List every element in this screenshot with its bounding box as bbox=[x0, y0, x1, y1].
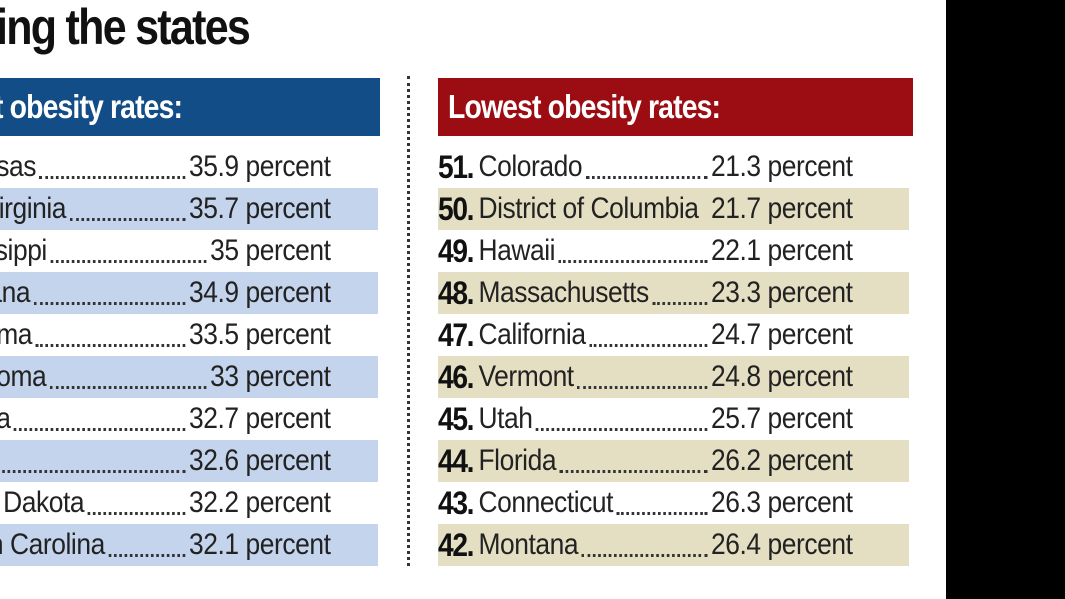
list-item: th Carolina 32.1 percent bbox=[0, 524, 378, 566]
rank-number: 44. bbox=[438, 442, 475, 479]
state-name: Colorado bbox=[478, 150, 583, 183]
state-name: ssippi bbox=[0, 234, 47, 267]
rank-number: 47. bbox=[438, 316, 475, 353]
state-name: th Carolina bbox=[0, 528, 105, 561]
list-item: 47. California 24.7 percent bbox=[438, 314, 909, 356]
obesity-rate: 32.6 percent bbox=[188, 444, 331, 477]
page-title: ing the states bbox=[0, 0, 251, 55]
lowest-rates-list: 51. Colorado 21.3 percent 50. District o… bbox=[438, 146, 909, 566]
leader-dots bbox=[87, 511, 186, 515]
obesity-rate: 35 percent bbox=[210, 234, 331, 267]
rank-number: 48. bbox=[438, 274, 475, 311]
rank-number: 46. bbox=[438, 358, 475, 395]
list-item: h Dakota 32.2 percent bbox=[0, 482, 378, 524]
state-name: Montana bbox=[478, 528, 579, 561]
leader-dots bbox=[14, 427, 186, 431]
state-name: Utah bbox=[478, 402, 533, 435]
leader-dots bbox=[559, 469, 708, 473]
rank-number: 42. bbox=[438, 526, 475, 563]
leader-dots bbox=[558, 259, 708, 263]
state-name: Virginia bbox=[0, 192, 67, 225]
list-item: na 32.7 percent bbox=[0, 398, 378, 440]
leader-dots bbox=[69, 217, 186, 221]
state-name: Hawaii bbox=[478, 234, 556, 267]
obesity-rate: 33.5 percent bbox=[188, 318, 331, 351]
rank-number: 45. bbox=[438, 400, 475, 437]
leader-dots bbox=[577, 385, 708, 389]
obesity-rate: 35.7 percent bbox=[188, 192, 331, 225]
list-item: 44. Florida 26.2 percent bbox=[438, 440, 909, 482]
state-name: iana bbox=[0, 276, 31, 309]
obesity-rate: 22.1 percent bbox=[710, 234, 853, 267]
leader-dots bbox=[33, 301, 186, 305]
state-name: Massachusetts bbox=[478, 276, 649, 309]
state-name: ama bbox=[0, 318, 33, 351]
rank-number: 51. bbox=[438, 148, 475, 185]
highest-rates-list: nsas 35.9 percent Virginia 35.7 percent … bbox=[0, 146, 378, 566]
rank-number: 49. bbox=[438, 232, 475, 269]
rank-number: 50. bbox=[438, 190, 475, 227]
obesity-rate: 23.3 percent bbox=[710, 276, 853, 309]
obesity-rate: 26.3 percent bbox=[710, 486, 853, 519]
leader-dots bbox=[702, 218, 707, 221]
list-item: 32.6 percent bbox=[0, 440, 378, 482]
obesity-rate: 26.2 percent bbox=[710, 444, 853, 477]
list-item: 49. Hawaii 22.1 percent bbox=[438, 230, 909, 272]
leader-dots bbox=[616, 511, 708, 515]
obesity-rate: 34.9 percent bbox=[188, 276, 331, 309]
leader-dots bbox=[50, 259, 207, 263]
state-name: homa bbox=[0, 360, 47, 393]
leader-dots bbox=[108, 553, 186, 557]
state-name: h Dakota bbox=[0, 486, 85, 519]
highest-rates-heading: t obesity rates: bbox=[0, 88, 183, 125]
obesity-rate: 24.8 percent bbox=[710, 360, 853, 393]
lowest-rates-heading: Lowest obesity rates: bbox=[448, 88, 721, 125]
obesity-rate: 25.7 percent bbox=[710, 402, 853, 435]
obesity-rate: 32.1 percent bbox=[188, 528, 331, 561]
state-name: Florida bbox=[478, 444, 557, 477]
list-item: 51. Colorado 21.3 percent bbox=[438, 146, 909, 188]
list-item: 46. Vermont 24.8 percent bbox=[438, 356, 909, 398]
leader-dots bbox=[49, 385, 207, 389]
list-item: nsas 35.9 percent bbox=[0, 146, 378, 188]
obesity-rate: 32.7 percent bbox=[188, 402, 331, 435]
state-name: Vermont bbox=[478, 360, 574, 393]
leader-dots bbox=[652, 301, 708, 305]
list-item: 45. Utah 25.7 percent bbox=[438, 398, 909, 440]
list-item: homa 33 percent bbox=[0, 356, 378, 398]
obesity-rate: 32.2 percent bbox=[188, 486, 331, 519]
leader-dots bbox=[585, 175, 708, 179]
list-item: Virginia 35.7 percent bbox=[0, 188, 378, 230]
state-name: nsas bbox=[0, 150, 37, 183]
obesity-rate: 21.3 percent bbox=[710, 150, 853, 183]
state-name: na bbox=[0, 402, 11, 436]
obesity-rate: 26.4 percent bbox=[710, 528, 853, 561]
leader-dots bbox=[589, 343, 708, 347]
black-margin bbox=[946, 0, 1065, 599]
leader-dots bbox=[39, 175, 186, 179]
obesity-rate: 24.7 percent bbox=[710, 318, 853, 351]
list-item: 42. Montana 26.4 percent bbox=[438, 524, 909, 566]
leader-dots bbox=[535, 427, 708, 431]
list-item: iana 34.9 percent bbox=[0, 272, 378, 314]
list-item: 50. District of Columbia 21.7 percent bbox=[438, 188, 909, 230]
list-item: ama 33.5 percent bbox=[0, 314, 378, 356]
list-item: 48. Massachusetts 23.3 percent bbox=[438, 272, 909, 314]
state-name: Connecticut bbox=[478, 486, 614, 519]
obesity-rate: 21.7 percent bbox=[710, 192, 853, 225]
state-name: District of Columbia bbox=[478, 192, 699, 225]
list-item: ssippi 35 percent bbox=[0, 230, 378, 272]
highest-rates-header: t obesity rates: bbox=[0, 78, 380, 136]
leader-dots bbox=[0, 469, 186, 473]
rank-number: 43. bbox=[438, 484, 475, 521]
list-item: 43. Connecticut 26.3 percent bbox=[438, 482, 909, 524]
obesity-rate: 33 percent bbox=[210, 360, 331, 393]
leader-dots bbox=[581, 553, 708, 557]
leader-dots bbox=[35, 343, 186, 347]
lowest-rates-header: Lowest obesity rates: bbox=[438, 78, 913, 136]
column-divider bbox=[407, 76, 410, 566]
state-name: California bbox=[478, 318, 586, 351]
obesity-rate: 35.9 percent bbox=[188, 150, 331, 183]
